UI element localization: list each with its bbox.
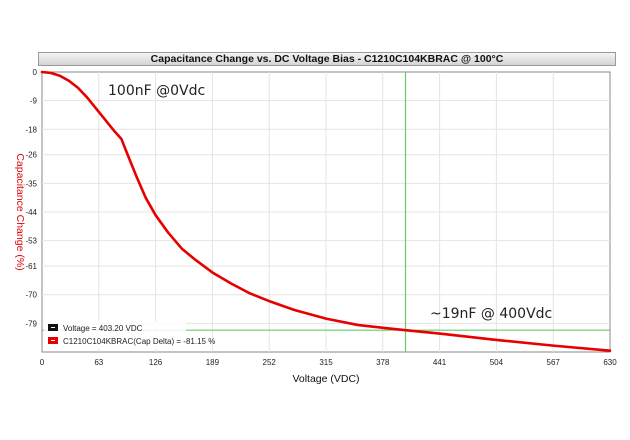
series-group <box>40 70 612 353</box>
y-tick-label: 0 <box>33 68 38 77</box>
annotation-400vdc: ~19nF @ 400Vdc <box>430 306 552 322</box>
y-tick-label: -61 <box>25 262 37 271</box>
x-tick-label: 567 <box>547 358 561 367</box>
legend-box <box>44 321 186 349</box>
x-tick-label: 63 <box>94 358 103 367</box>
y-tick-label: -35 <box>25 179 37 188</box>
legend-label-voltage: Voltage = 403.20 VDC <box>63 324 143 333</box>
y-axis-label: Capacitance Change (%) <box>14 153 26 270</box>
y-axis-ticks: 0 -9 -18 -26 -35 -44 -53 -61 -70 -79 <box>25 68 37 328</box>
annotation-0vdc: 100nF @0Vdc <box>108 83 205 99</box>
x-tick-label: 630 <box>603 358 617 367</box>
y-tick-label: -18 <box>25 125 37 134</box>
x-axis-ticks: 0 63 126 189 252 315 378 441 504 567 630 <box>40 358 617 367</box>
x-tick-label: 441 <box>433 358 447 367</box>
legend: Voltage = 403.20 VDC C1210C104KBRAC(Cap … <box>44 321 215 349</box>
x-tick-label: 378 <box>376 358 390 367</box>
x-tick-label: 126 <box>149 358 163 367</box>
y-tick-label: -70 <box>25 291 37 300</box>
x-tick-label: 0 <box>40 358 45 367</box>
series-line-cap-delta <box>40 70 612 353</box>
x-tick-label: 315 <box>319 358 333 367</box>
x-axis-label: Voltage (VDC) <box>292 373 359 385</box>
y-tick-label: -44 <box>25 208 37 217</box>
x-tick-label: 504 <box>490 358 504 367</box>
chart-title: Capacitance Change vs. DC Voltage Bias -… <box>150 53 504 65</box>
y-tick-label: -26 <box>25 151 37 160</box>
grid-lines <box>42 72 610 352</box>
chart-title-bar: Capacitance Change vs. DC Voltage Bias -… <box>38 52 616 66</box>
x-tick-label: 252 <box>263 358 277 367</box>
y-tick-label: -9 <box>30 97 38 106</box>
y-tick-label: -53 <box>25 237 37 246</box>
x-tick-label: 189 <box>206 358 220 367</box>
y-tick-label: -79 <box>25 319 37 328</box>
legend-label-cap-delta: C1210C104KBRAC(Cap Delta) = -81.15 % <box>63 337 215 346</box>
